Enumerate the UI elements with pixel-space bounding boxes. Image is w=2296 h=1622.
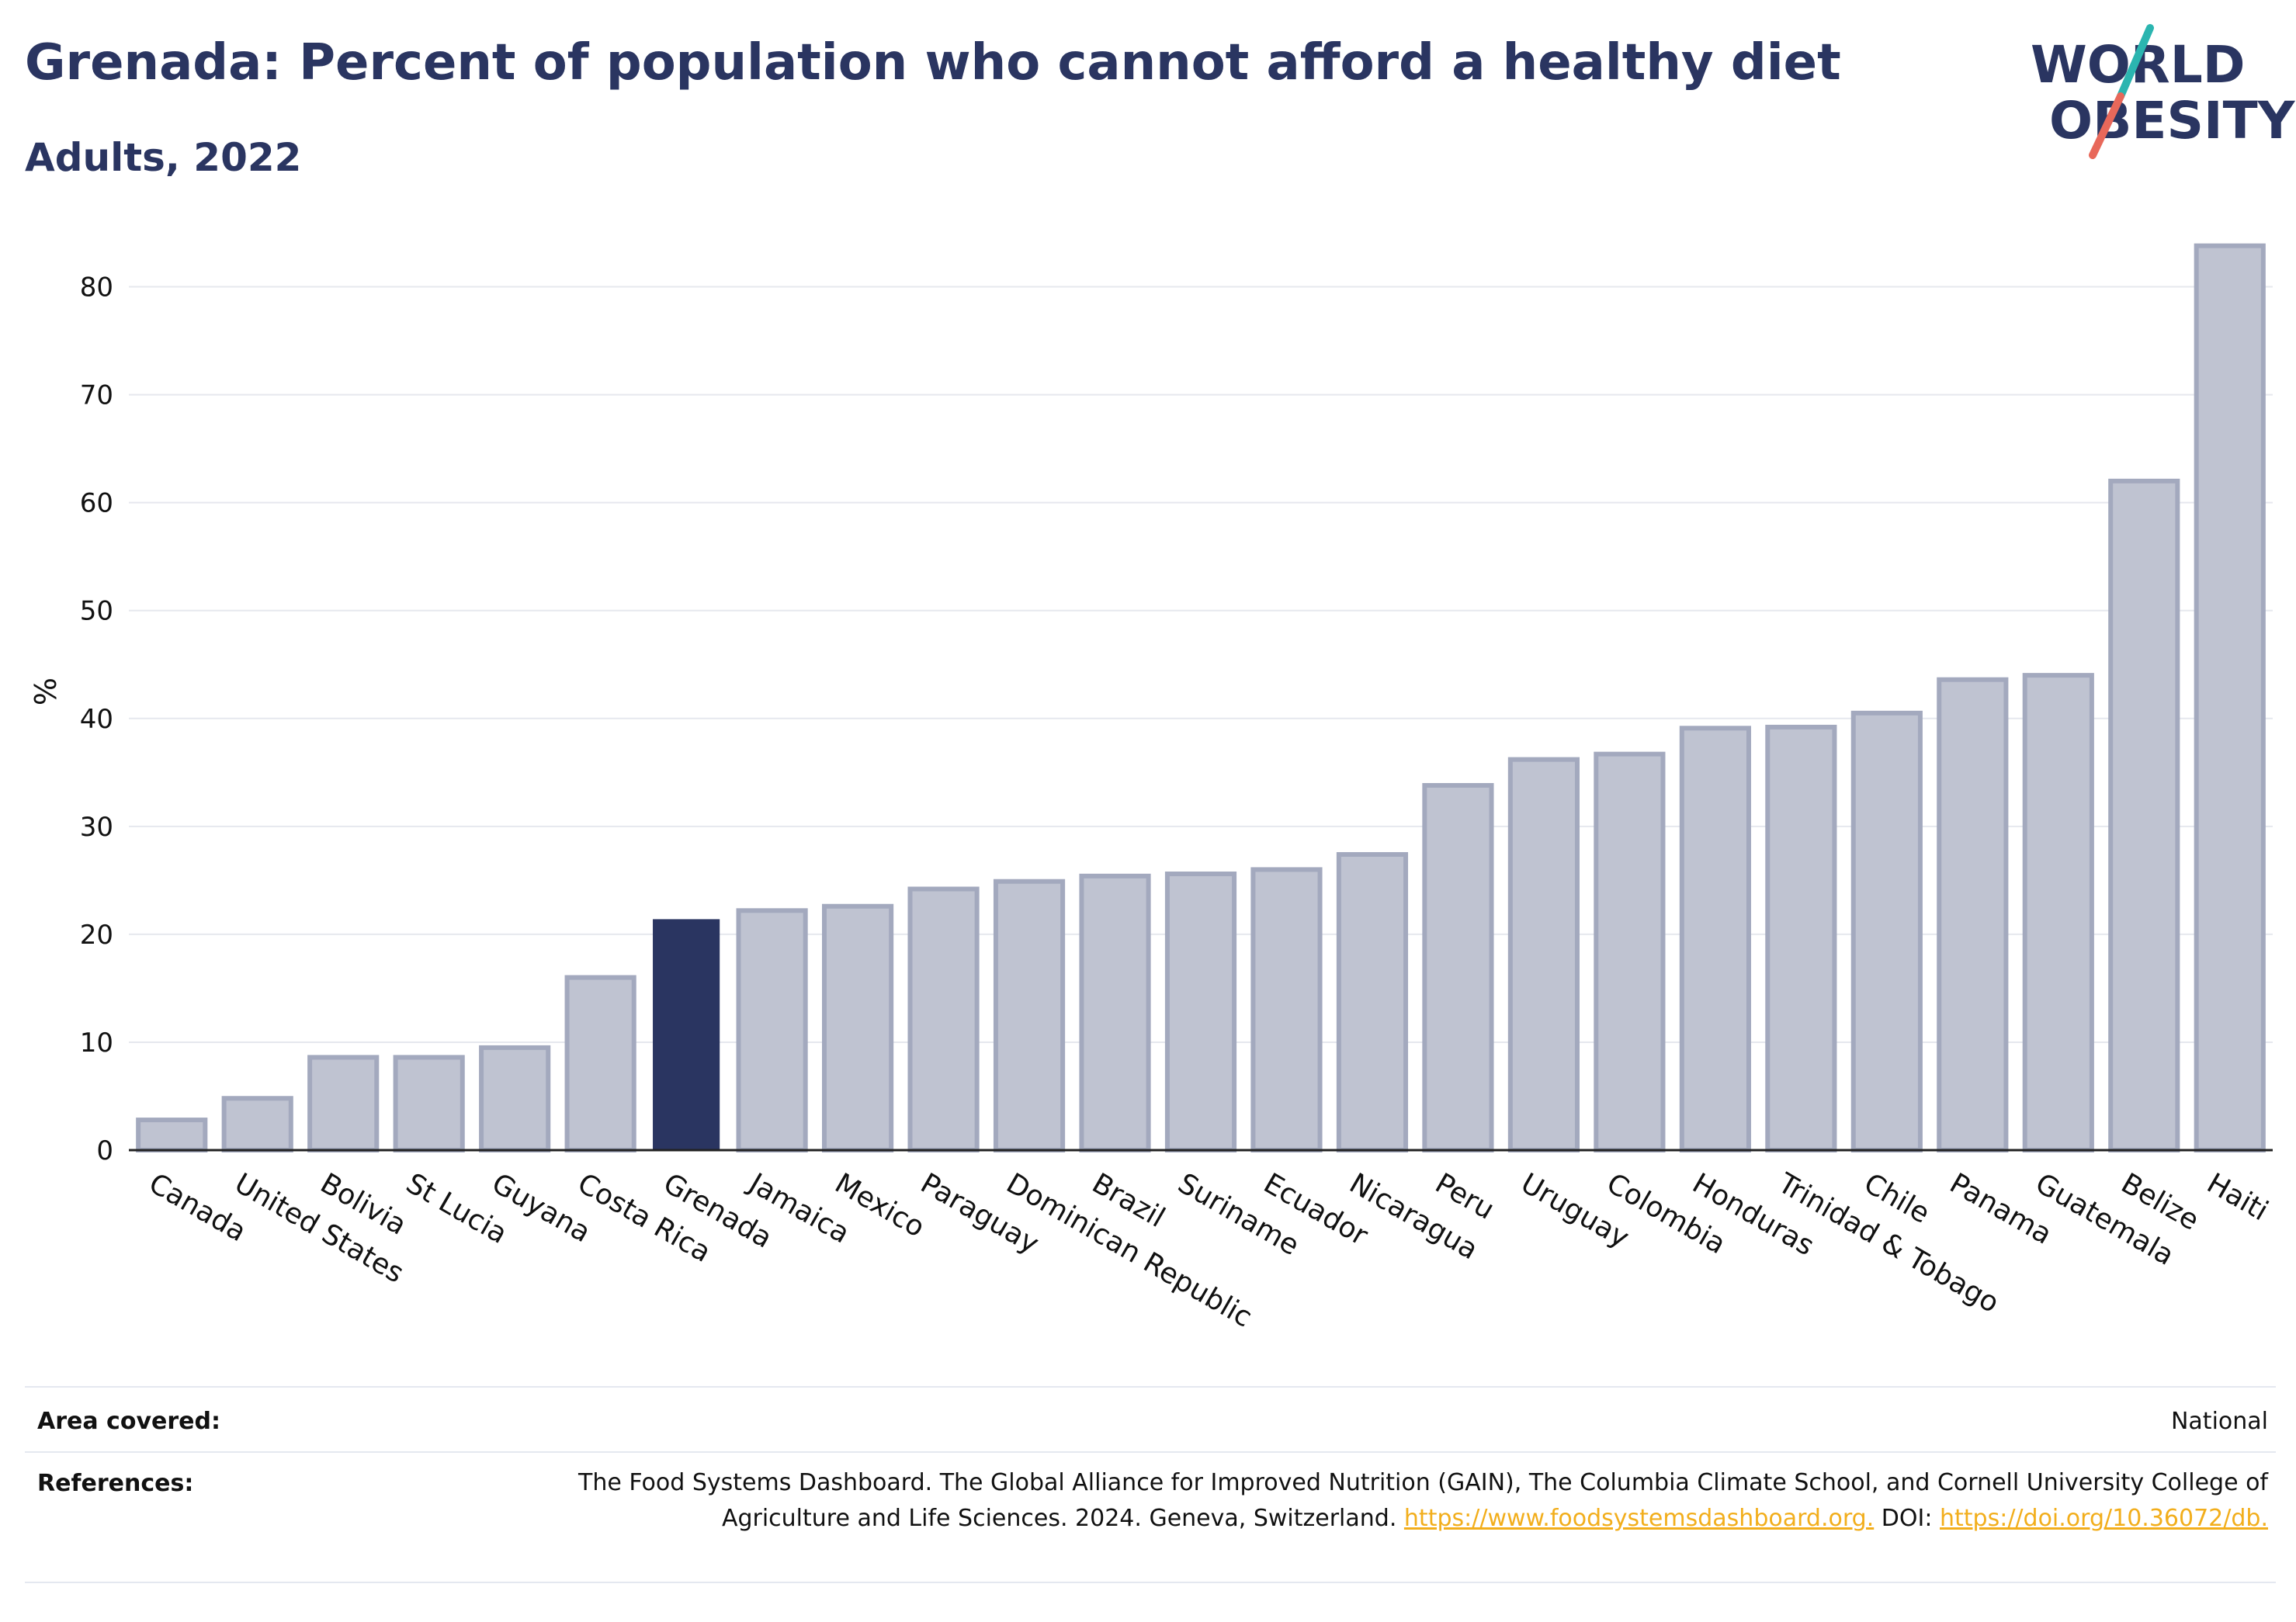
bar-ecuador [1250,867,1323,1152]
y-tick-label: 50 [80,596,113,627]
references-label: References: [37,1470,194,1497]
logo-line-2: OBESITY [2049,91,2296,151]
references-link-dashboard[interactable]: https://www.foodsystemsdashboard.org. [1403,1505,1875,1532]
bar-united-states [221,1096,293,1152]
bar-paraguay [907,886,980,1152]
references-body: The Food Systems Dashboard. The Global A… [578,1469,2268,1532]
bar-guatemala [2022,673,2094,1152]
chart-subtitle: Adults, 2022 [25,135,302,180]
bar-nicaragua [1336,851,1409,1153]
y-tick-label: 70 [80,380,113,411]
bar-trinidad-tobago [1765,724,1837,1152]
references-doi-label: DOI: [1881,1505,1933,1532]
bar-peru [1422,782,1494,1153]
bar-guyana [479,1045,551,1153]
y-tick-label: 60 [80,488,113,519]
x-tick-label: Haiti [2201,1167,2273,1227]
logo-slash-top-icon [2117,24,2154,100]
footer-references-row: References: The Food Systems Dashboard. … [25,1451,2276,1583]
y-axis-label: % [29,678,63,705]
references-link-doi[interactable]: https://doi.org/10.36072/db. [1940,1505,2268,1532]
bar-costa-rica [564,975,636,1152]
y-tick-label: 0 [96,1135,113,1166]
bar-colombia [1594,751,1666,1152]
bar-panama [1937,677,2009,1152]
bar-belize [2108,478,2180,1152]
y-tick-label: 10 [80,1028,113,1059]
y-tick-label: 20 [80,920,113,951]
bar-brazil [1079,873,1151,1152]
footer-divider-middle [25,1451,2276,1453]
y-tick-label: 80 [80,272,113,303]
bar-haiti [2194,243,2266,1153]
y-tick-label: 40 [80,704,113,735]
y-tick-label: 30 [80,812,113,843]
bar-jamaica [736,908,808,1153]
chart-title: Grenada: Percent of population who canno… [25,34,1841,92]
bar-mexico [821,903,894,1152]
world-obesity-logo: WORLD OBESITY [2018,22,2296,161]
footer-area-row: Area covered: National [25,1386,2276,1451]
bar-chile [1850,710,1923,1152]
bar-dominican-republic [993,879,1066,1152]
bar-grenada [653,919,720,1150]
bar-st-lucia [393,1055,465,1153]
footer-divider-bottom [25,1582,2276,1583]
bar-suriname [1164,872,1237,1152]
area-covered-value: National [2170,1408,2268,1435]
bar-canada [136,1118,208,1152]
bar-honduras [1679,726,1751,1152]
footer-divider-top [25,1386,2276,1388]
bar-chart: 0 10 20 30 40 50 60 70 80% Canada United States Bol… [29,243,2273,1334]
bar-uruguay [1507,757,1580,1152]
bar-bolivia [307,1055,380,1153]
x-tick-label: Canada [144,1167,251,1248]
logo-slash-bottom-icon [2089,92,2124,159]
area-covered-label: Area covered: [37,1408,220,1435]
references-text: The Food Systems Dashboard. The Global A… [560,1465,2268,1537]
